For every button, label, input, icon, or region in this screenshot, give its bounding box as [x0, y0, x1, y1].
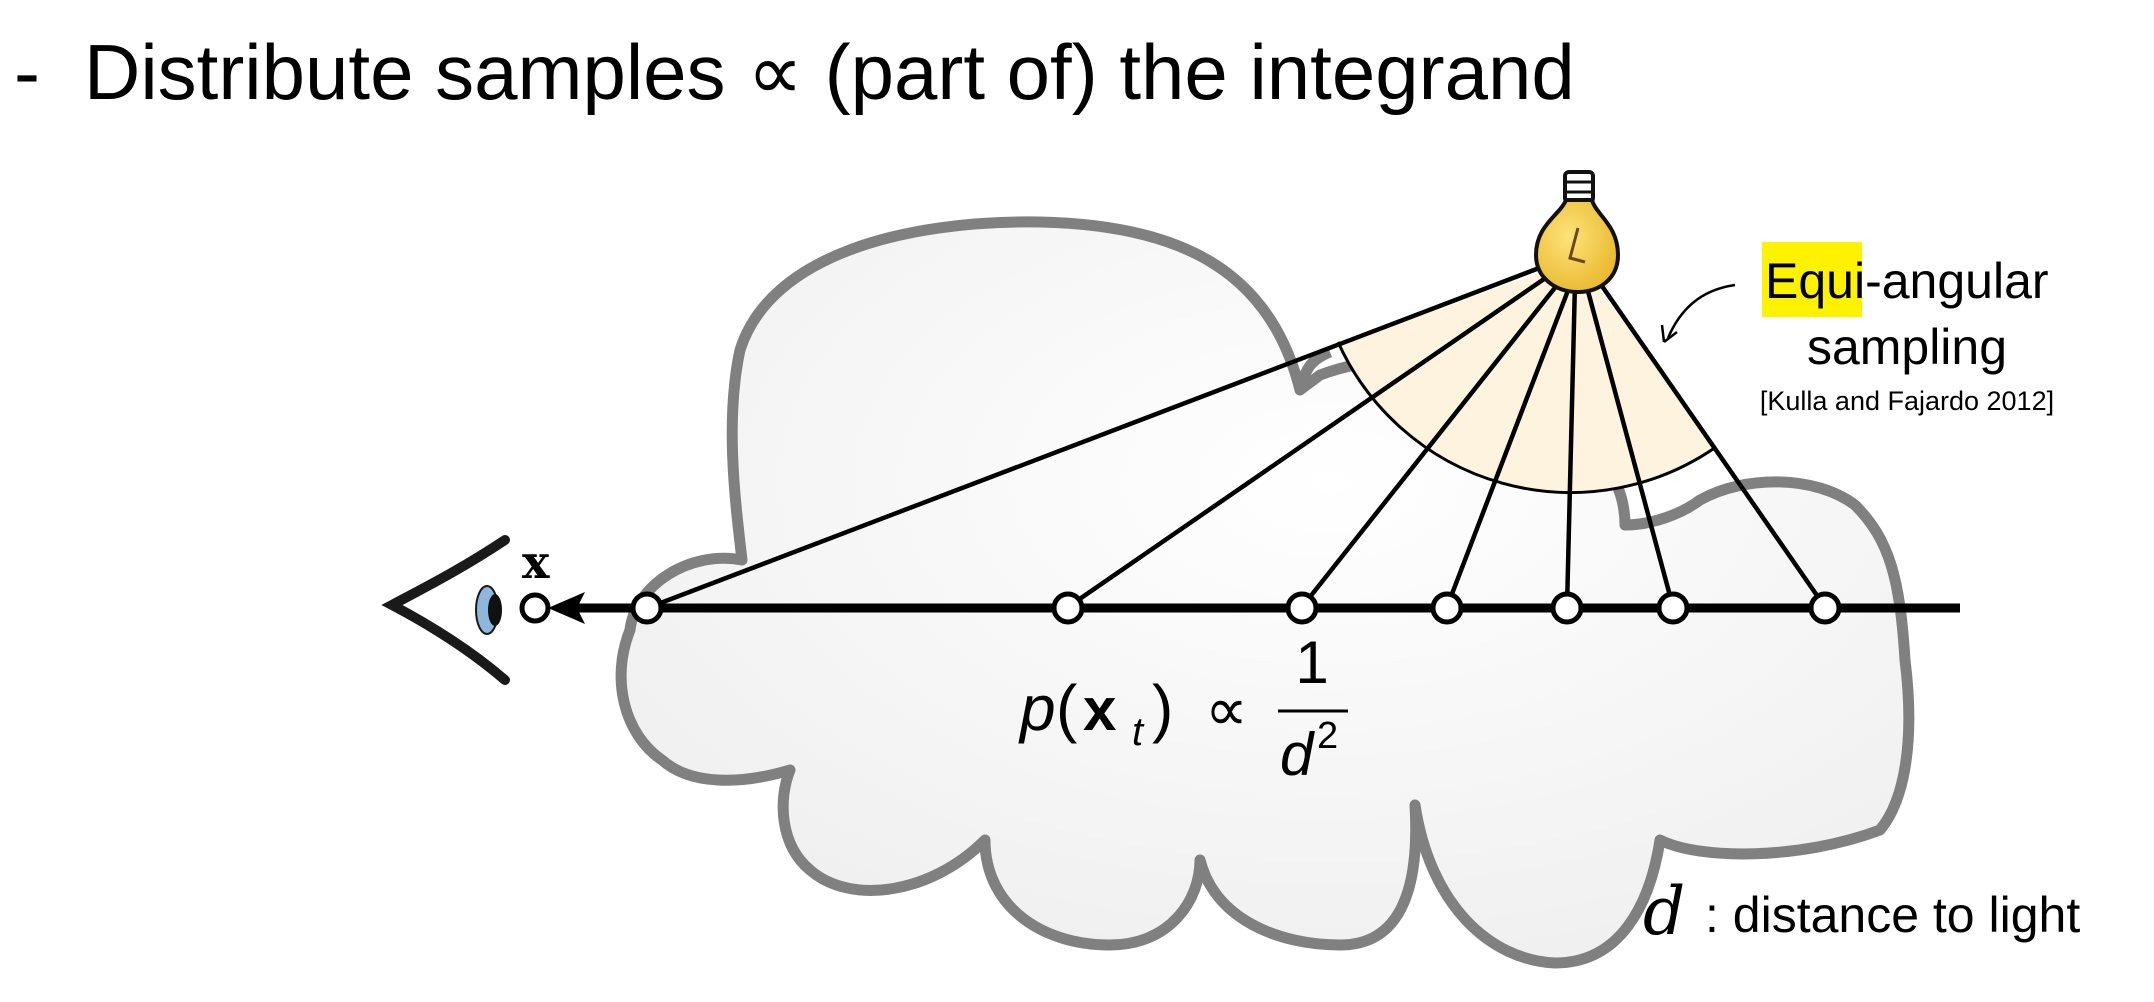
title-text: Distribute samples ∝ (part of) the integ…: [84, 28, 1575, 116]
light-rays: [649, 259, 1827, 610]
cloud-shape: [615, 216, 1915, 969]
eye-point: [519, 592, 551, 624]
legend-symbol: d: [1643, 873, 1685, 950]
pdf-formula: p ( x t ) ∝ 1 d 2: [1018, 629, 1348, 788]
annotation-highlight: Equi: [1765, 253, 1865, 309]
svg-text:x: x: [1083, 676, 1116, 743]
sample-point: [630, 591, 664, 625]
sample-point: [1550, 591, 1584, 625]
citation: [Kulla and Fajardo 2012]: [1760, 386, 2054, 416]
bullet-dash: -: [14, 28, 40, 116]
sample-point: [1285, 591, 1319, 625]
arrow-icon: [548, 592, 585, 624]
svg-text:(: (: [1056, 672, 1077, 744]
sample-point: [1808, 591, 1842, 625]
formula-numerator: 1: [1295, 629, 1328, 696]
eye-icon: [381, 535, 510, 685]
svg-text:): ): [1152, 672, 1173, 744]
equiangular-wedge: [1338, 260, 1716, 493]
annotation-arrow: [1666, 283, 1736, 339]
formula-exponent: 2: [1317, 715, 1338, 757]
sample-point: [1430, 591, 1464, 625]
svg-text:p: p: [1018, 672, 1056, 744]
formula-subscript: t: [1132, 710, 1145, 754]
annotation-rest: -angular: [1865, 253, 2048, 309]
sample-point: [1656, 591, 1690, 625]
formula-denominator: d: [1280, 721, 1315, 788]
annotation-line2: sampling: [1807, 319, 2007, 375]
formula-proportional: ∝: [1205, 676, 1248, 743]
slide-title: - Distribute samples ∝ (part of) the inte…: [14, 22, 1575, 122]
sample-points: [519, 591, 1842, 625]
annotation-line1: Equi-angular: [1765, 253, 2049, 309]
legend-text: : distance to light: [1705, 887, 2080, 943]
sample-point: [1051, 591, 1085, 625]
light-bulb-icon: [1533, 170, 1621, 295]
eye-point-label: x: [522, 535, 550, 589]
highlight-box: [1762, 242, 1862, 317]
